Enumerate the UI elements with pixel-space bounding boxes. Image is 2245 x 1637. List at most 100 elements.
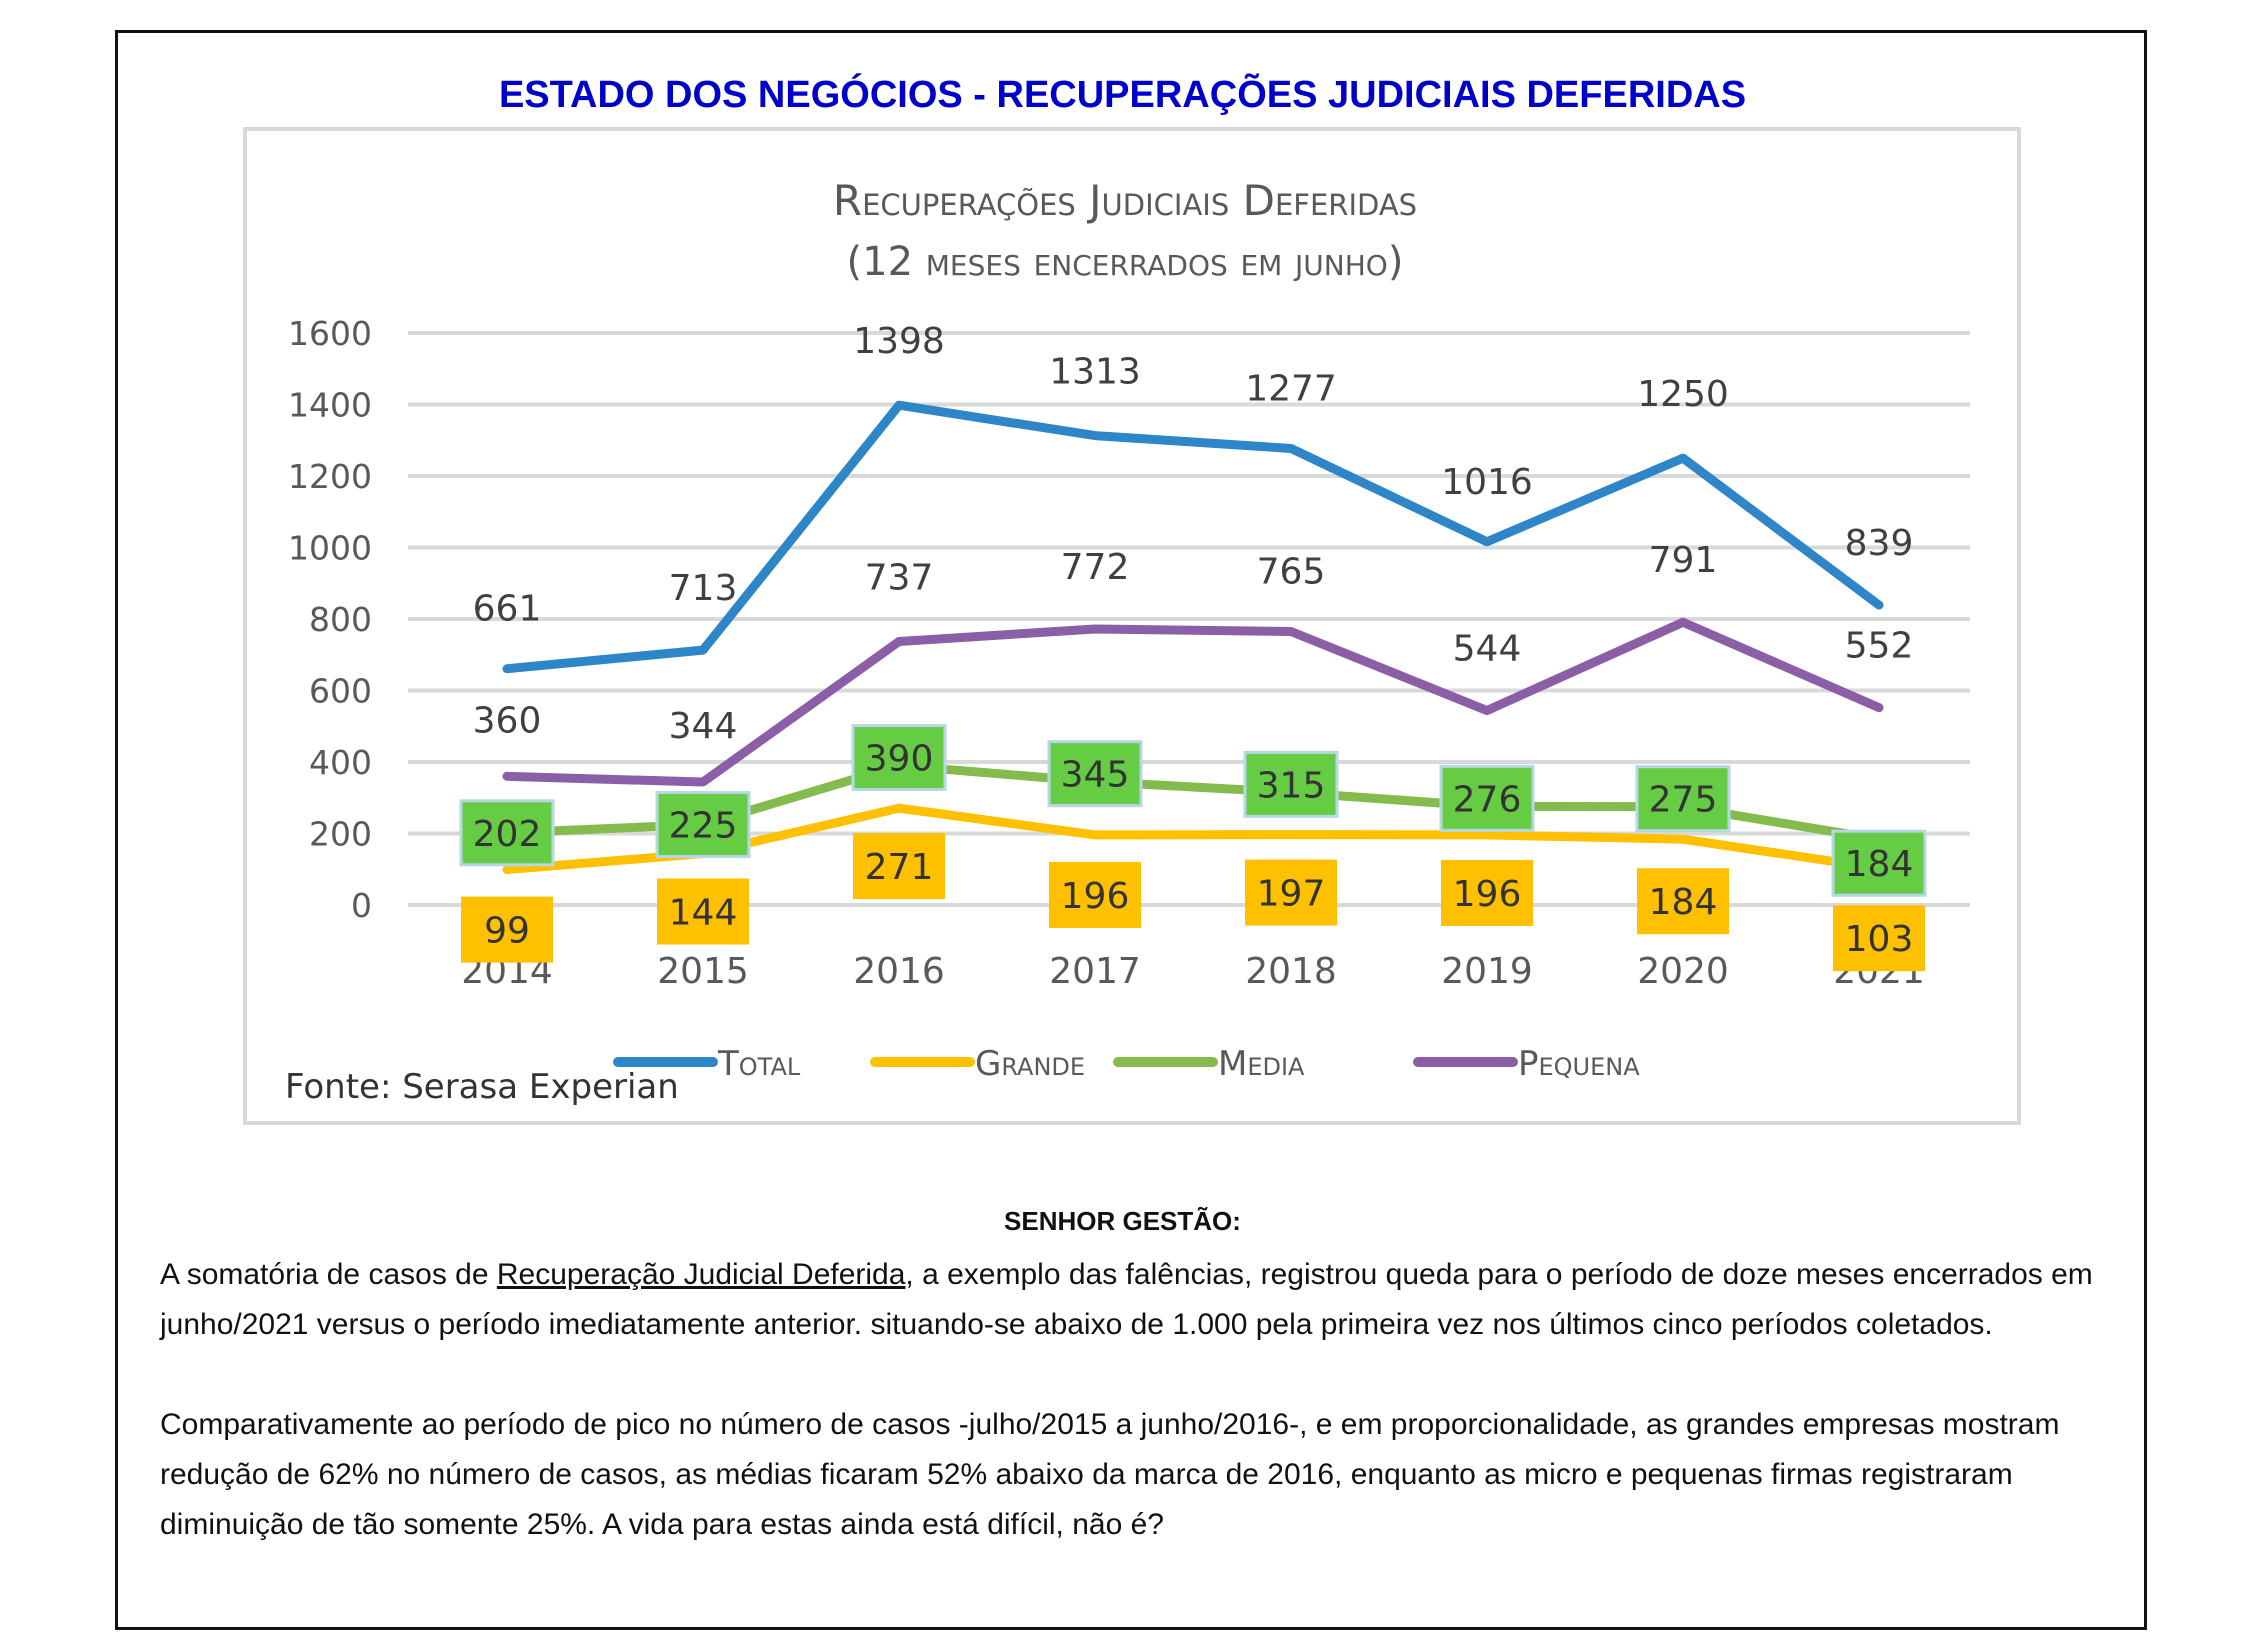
- data-label-text: 99: [484, 911, 530, 952]
- paragraph-2: Comparativamente ao período de pico no n…: [160, 1408, 2060, 1541]
- data-label-box: [853, 833, 945, 900]
- paragraph-1-start: A somatória de casos de: [160, 1258, 497, 1291]
- paragraph-1: A somatória de casos de Recuperação Judi…: [160, 1250, 2100, 1350]
- data-label-box: [1637, 868, 1729, 935]
- data-label-text: 196: [1061, 876, 1130, 917]
- data-label-box: [1635, 765, 1731, 833]
- data-label-media: 184: [1831, 829, 1927, 897]
- series-line-pequena: [502, 617, 1884, 787]
- series-line-total: [502, 400, 1884, 674]
- data-label-pequena: 737: [865, 558, 934, 599]
- data-label-pequena: 344: [669, 706, 738, 747]
- y-tick-label: 1200: [288, 457, 372, 496]
- data-label-total: 1398: [853, 321, 945, 362]
- data-labels: 661 713 1398 1313 1277 1016 1250 839 99 144 271 196…: [459, 321, 1927, 972]
- data-label-grande: 271: [853, 833, 945, 900]
- data-label-total: 1016: [1441, 462, 1533, 503]
- data-label-media: 345: [1047, 740, 1143, 808]
- data-label-pequena: 772: [1061, 547, 1130, 588]
- data-label-text: 225: [669, 806, 738, 847]
- data-label-box: [851, 724, 947, 792]
- data-label-box: [1243, 750, 1339, 818]
- data-label-media: 390: [851, 724, 947, 792]
- y-tick-label: 600: [309, 672, 372, 711]
- data-label-pequena: 360: [473, 700, 542, 741]
- data-label-media: 315: [1243, 750, 1339, 818]
- y-tick-label: 1600: [288, 314, 372, 353]
- data-label-total: 1250: [1637, 374, 1729, 415]
- data-label-grande: 103: [1833, 905, 1925, 972]
- legend-label: Grande: [975, 1044, 1085, 1084]
- data-label-pequena: 791: [1649, 540, 1718, 581]
- data-label-media: 276: [1439, 764, 1535, 832]
- data-label-box: [461, 896, 553, 963]
- x-tick-label: 2019: [1441, 951, 1533, 992]
- section-title: SENHOR GESTÃO:: [1004, 1206, 1241, 1236]
- legend-item-pequena: Pequena: [1413, 1044, 1640, 1084]
- data-label-pequena: 765: [1257, 552, 1326, 593]
- data-label-text: 197: [1257, 874, 1326, 915]
- data-label-box: [1833, 905, 1925, 972]
- legend-item-media: Media: [1113, 1044, 1305, 1084]
- data-label-pequena: 544: [1453, 629, 1522, 670]
- x-tick-label: 2020: [1637, 951, 1729, 992]
- data-label-grande: 99: [461, 896, 553, 963]
- data-label-text: 276: [1453, 779, 1522, 820]
- data-label-total: 661: [473, 589, 542, 630]
- chart-subtitle: (12 meses encerrados em junho): [847, 239, 1404, 285]
- data-label-text: 184: [1649, 882, 1718, 923]
- y-tick-label: 1400: [288, 386, 372, 425]
- legend: Total Grande Media Pequena: [613, 1044, 1640, 1084]
- data-label-total: 839: [1845, 523, 1914, 564]
- y-tick-label: 1000: [288, 529, 372, 568]
- data-label-box: [657, 878, 749, 945]
- data-label-grande: 196: [1049, 861, 1141, 928]
- y-tick-label: 800: [309, 600, 372, 639]
- data-label-text: 345: [1061, 755, 1130, 796]
- data-label-text: 184: [1845, 844, 1914, 885]
- data-label-grande: 144: [657, 878, 749, 945]
- data-label-box: [1049, 861, 1141, 928]
- data-label-box: [1439, 764, 1535, 832]
- y-tick-label: 200: [309, 815, 372, 854]
- x-axis-ticks: 2014 2015 2016 2017 2018 2019 2020 2021: [461, 951, 1925, 992]
- data-label-grande: 196: [1441, 859, 1533, 926]
- data-label-total: 713: [669, 568, 738, 609]
- data-label-pequena: 552: [1845, 626, 1914, 667]
- data-label-box: [1831, 829, 1927, 897]
- x-tick-label: 2015: [657, 951, 749, 992]
- data-label-box: [1245, 859, 1337, 926]
- legend-item-grande: Grande: [870, 1044, 1085, 1084]
- chart-title: Recuperações Judiciais Deferidas: [833, 176, 1417, 225]
- data-label-media: 202: [459, 799, 555, 867]
- data-label-box: [459, 799, 555, 867]
- data-label-media: 275: [1635, 765, 1731, 833]
- x-tick-label: 2016: [853, 951, 945, 992]
- data-label-box: [655, 791, 751, 859]
- y-axis-ticks: 0 200 400 600 800 1000 1200 1400 1600: [288, 314, 372, 925]
- recuperacao-judicial-link[interactable]: Recuperação Judicial Deferida: [496, 1258, 906, 1291]
- legend-label: Total: [717, 1044, 801, 1084]
- data-label-box: [1047, 740, 1143, 808]
- data-label-text: 275: [1649, 780, 1718, 821]
- source-note: Fonte: Serasa Experian: [285, 1067, 679, 1107]
- data-label-text: 271: [865, 847, 934, 888]
- data-label-total: 1313: [1049, 352, 1141, 393]
- y-tick-label: 400: [309, 743, 372, 782]
- legend-item-total: Total: [613, 1044, 801, 1084]
- data-label-media: 225: [655, 791, 751, 859]
- legend-label: Media: [1218, 1044, 1305, 1084]
- data-label-grande: 197: [1245, 859, 1337, 926]
- data-label-grande: 184: [1637, 868, 1729, 935]
- data-label-text: 202: [473, 814, 542, 855]
- y-tick-label: 0: [351, 886, 372, 925]
- data-label-text: 315: [1257, 765, 1326, 806]
- x-tick-label: 2018: [1245, 951, 1337, 992]
- data-label-text: 103: [1845, 919, 1914, 960]
- legend-label: Pequena: [1518, 1044, 1640, 1084]
- x-tick-label: 2017: [1049, 951, 1141, 992]
- data-label-text: 144: [669, 893, 738, 934]
- page-heading: ESTADO DOS NEGÓCIOS - RECUPERAÇÕES JUDIC…: [498, 74, 1747, 116]
- data-label-text: 390: [865, 739, 934, 780]
